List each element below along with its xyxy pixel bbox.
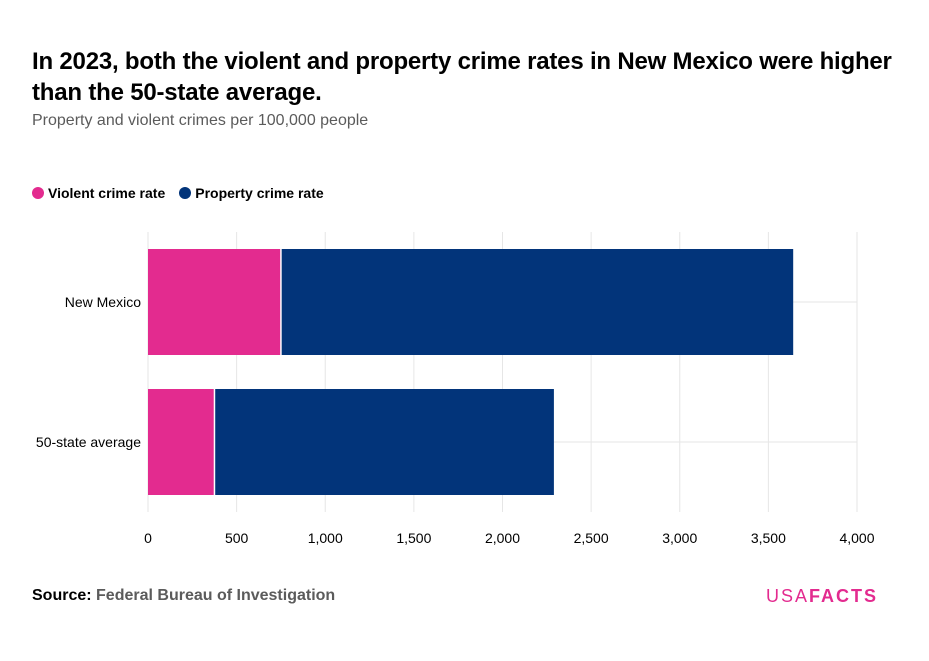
legend-swatch-violent xyxy=(32,187,44,199)
x-tick-label: 1,000 xyxy=(308,530,343,546)
x-tick-label: 500 xyxy=(225,530,249,546)
chart-subtitle: Property and violent crimes per 100,000 … xyxy=(32,112,369,129)
legend-label-violent: Violent crime rate xyxy=(48,185,166,201)
x-tick-label: 2,500 xyxy=(574,530,609,546)
x-tick-label: 3,500 xyxy=(751,530,786,546)
logo-usa: USA xyxy=(765,586,809,606)
chart-title: In 2023, both the violent and property c… xyxy=(32,48,892,106)
x-tick-label: 4,000 xyxy=(839,530,874,546)
x-tick-label: 1,500 xyxy=(396,530,431,546)
logo-facts: FACTS xyxy=(808,586,878,606)
bar-segment xyxy=(148,249,281,355)
legend: Violent crime rate Property crime rate xyxy=(32,185,338,201)
bar-segment xyxy=(148,389,215,495)
legend-label-property: Property crime rate xyxy=(195,185,324,201)
source-note: Source: Federal Bureau of Investigation xyxy=(32,587,335,605)
x-tick-label: 2,000 xyxy=(485,530,520,546)
legend-swatch-property xyxy=(179,187,192,199)
bar-segment xyxy=(214,389,554,495)
source-label: Source: xyxy=(32,587,92,604)
usafacts-logo: USAFACTS xyxy=(766,586,878,607)
category-label: 50-state average xyxy=(36,434,141,450)
category-label: New Mexico xyxy=(65,294,141,310)
bar-segment xyxy=(280,249,794,355)
legend-item-violent: Violent crime rate xyxy=(32,185,165,201)
legend-item-property: Property crime rate xyxy=(179,185,324,201)
x-tick-label: 0 xyxy=(144,530,152,546)
source-value: Federal Bureau of Investigation xyxy=(96,587,336,604)
x-tick-label: 3,000 xyxy=(662,530,697,546)
